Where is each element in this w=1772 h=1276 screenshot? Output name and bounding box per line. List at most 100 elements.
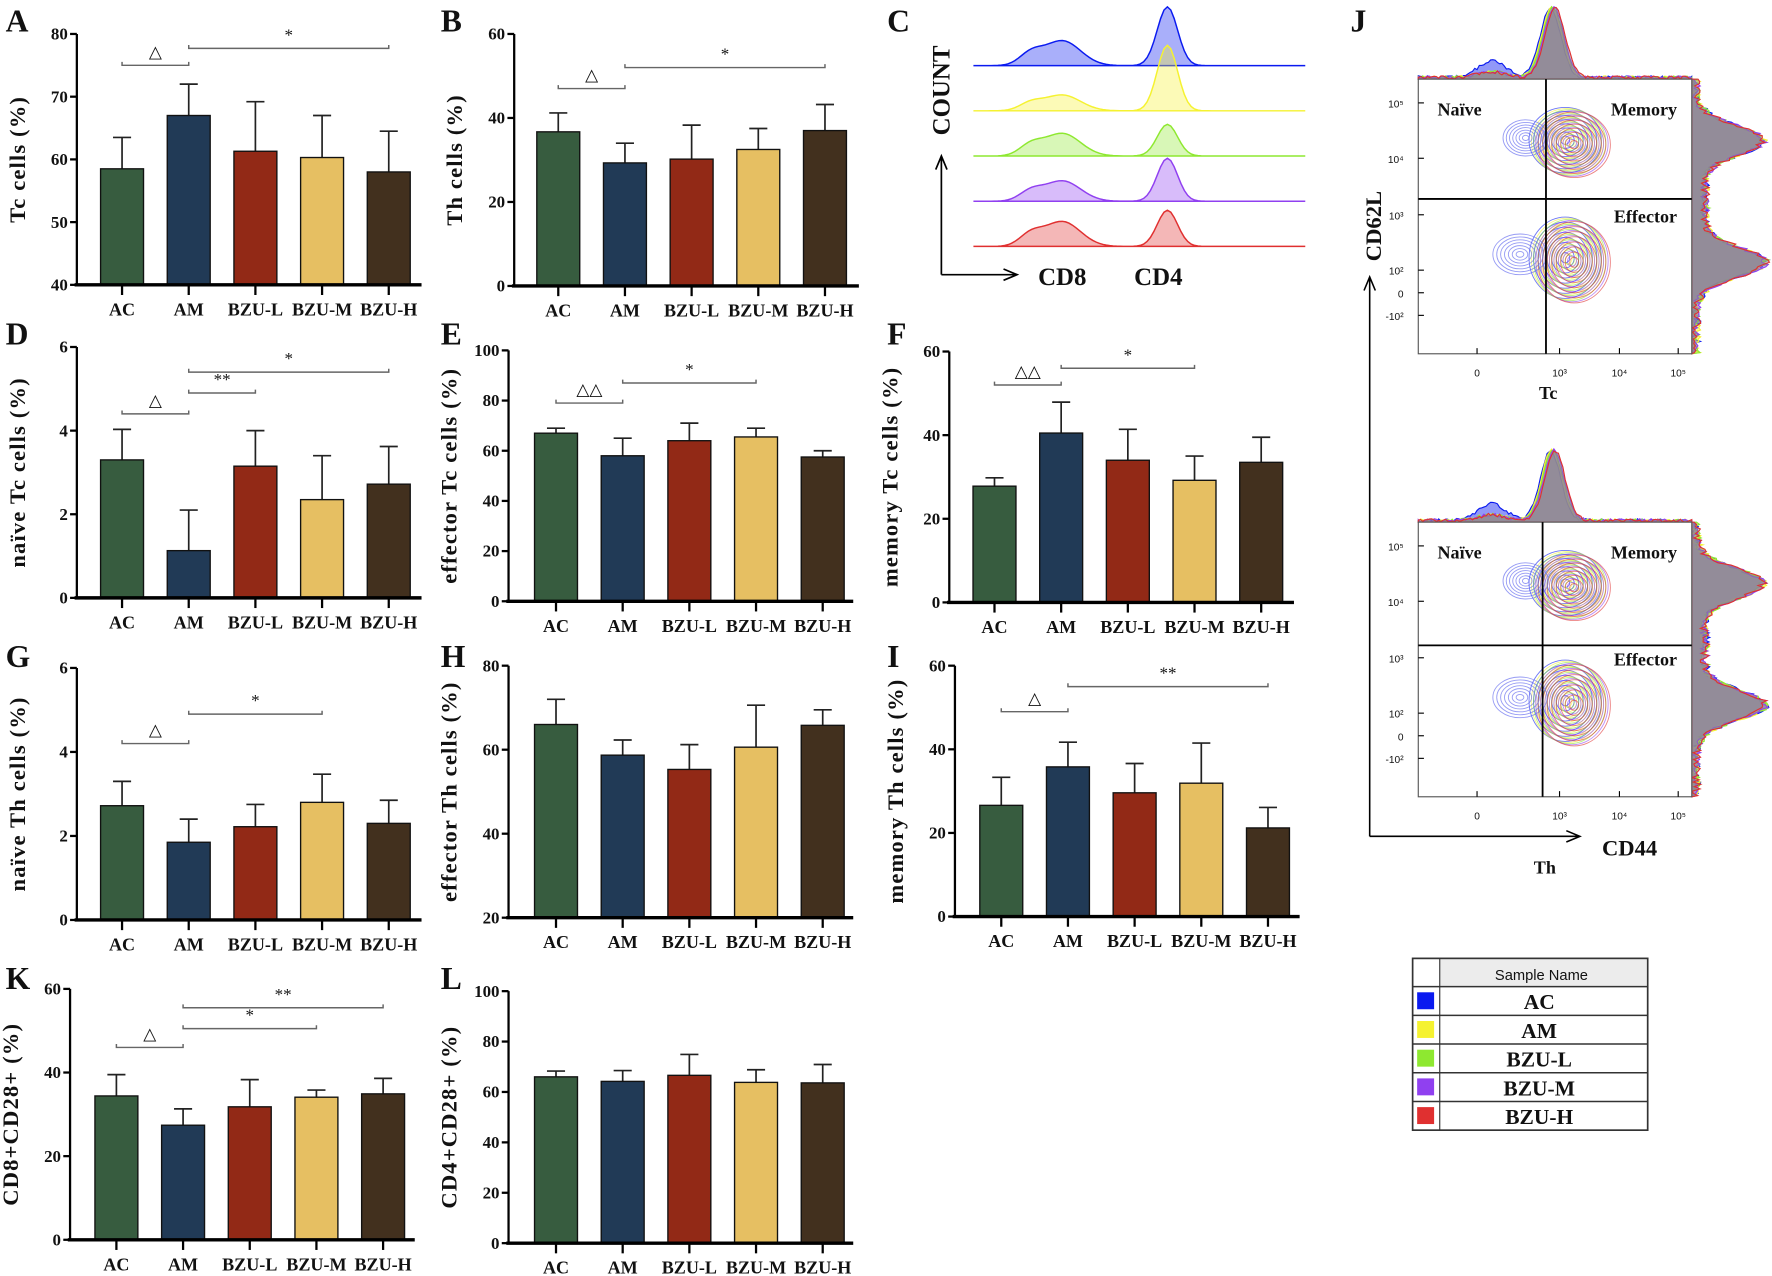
y-tick-label: 40: [44, 1063, 61, 1082]
x-tick-label: BZU-M: [292, 299, 352, 319]
y-tick-label: 80: [483, 391, 500, 410]
y-tick-label: 2: [59, 505, 67, 524]
bar-BZU-H: [367, 484, 410, 598]
panel-L: L020406080100CD4+CD28+ (%)AC AM BZU-L BZU-M…: [437, 961, 854, 1276]
y-tick-label: 10³: [1389, 654, 1404, 665]
significance-label: *: [685, 360, 693, 379]
x-tick-label: AM: [174, 934, 204, 954]
panel-letter: H: [441, 639, 466, 674]
panel-J: JNaïve MemoryEffector10⁵10⁴10³10²0-10²0 10…: [1350, 4, 1769, 878]
x-tick-label: BZU-L: [664, 300, 719, 320]
x-tick-label: BZU-L: [228, 299, 283, 319]
bar-AM: [162, 1125, 205, 1240]
quadrant-memory: Memory: [1611, 542, 1677, 562]
quadrant-effector: Effector: [1614, 650, 1677, 670]
y-tick-label: 40: [483, 492, 500, 511]
histogram-BZU-M: [974, 158, 1305, 201]
significance-bracket: [625, 64, 825, 67]
bar-BZU-L: [234, 151, 277, 285]
panel-letter: D: [6, 317, 29, 352]
x-tick-label: AC: [109, 299, 135, 319]
x-tick-label: 10³: [1552, 368, 1567, 379]
x-tick-label: 10⁵: [1670, 368, 1686, 379]
bar-BZU-H: [801, 1083, 844, 1243]
panel-E: E020406080100effector Tc cells (%)AC AM BZ…: [437, 317, 854, 636]
histogram-BZU-H: [974, 210, 1305, 246]
significance-bracket: [1068, 683, 1268, 686]
y-axis-label: naïve Th cells (%): [5, 696, 30, 891]
bar-BZU-L: [668, 769, 711, 917]
y-tick-label: 100: [474, 982, 499, 1001]
bar-BZU-H: [801, 457, 844, 601]
y-tick-label: 2: [59, 827, 67, 846]
y-tick-label: 4: [59, 421, 68, 440]
y-tick-label: 10²: [1389, 267, 1404, 278]
x-label-cd8: CD8: [1038, 264, 1086, 291]
legend-label: BZU-M: [1503, 1076, 1575, 1100]
x-tick-label: BZU-M: [728, 300, 788, 320]
y-tick-label: 0: [59, 911, 67, 930]
panel-G: G 0 2 4 6 naïve Th cells (%) AC AM BZU-L BZU-M BZU…: [5, 639, 422, 955]
bar-AC: [535, 1077, 578, 1243]
bar-AC: [980, 805, 1023, 916]
y-tick-label: 10⁵: [1388, 99, 1404, 110]
significance-label: △: [149, 721, 162, 740]
significance-label: *: [1124, 345, 1132, 364]
y-tick-label: 20: [923, 509, 940, 528]
y-tick-label: 0: [1398, 289, 1404, 300]
y-tick-label: 80: [483, 656, 500, 675]
x-tick-label: BZU-H: [794, 616, 851, 636]
y-tick-label: 40: [929, 740, 946, 759]
right-histogram: [1692, 522, 1767, 797]
x-tick-label: BZU-L: [228, 612, 283, 632]
y-tick-label: 6: [59, 659, 67, 678]
top-histogram: [1418, 7, 1691, 79]
x-tick-label: BZU-L: [662, 616, 717, 636]
x-tick-label: 0: [1474, 368, 1480, 379]
y-tick-label: 10⁵: [1388, 542, 1404, 553]
bar-BZU-H: [804, 131, 847, 286]
x-tick-label: BZU-H: [796, 300, 853, 320]
bar-AM: [601, 1081, 644, 1243]
bar-BZU-H: [362, 1094, 405, 1240]
significance-bracket: [189, 711, 322, 714]
x-tick-label: AC: [109, 934, 135, 954]
x-tick-label: BZU-M: [1164, 617, 1224, 637]
x-tick-label: BZU-H: [794, 1258, 851, 1276]
legend-title: Sample Name: [1495, 968, 1588, 984]
panel-letter: L: [441, 961, 462, 996]
bar-AC: [101, 806, 144, 920]
x-tick-label: BZU-M: [726, 616, 786, 636]
y-tick-label: 60: [483, 441, 500, 460]
bar-AM: [167, 842, 210, 920]
x-tick-label: BZU-L: [228, 934, 283, 954]
x-tick-label: AM: [1046, 617, 1076, 637]
significance-bracket: [623, 380, 756, 383]
x-label-cd4: CD4: [1134, 264, 1182, 291]
panel-F: F 0 20 40 60 memory Tc cells (%) AC AM BZU-L BZU-…: [877, 317, 1294, 637]
x-tick-label: BZU-H: [360, 934, 417, 954]
x-tick-label: AC: [109, 612, 135, 632]
y-tick-label: 60: [488, 25, 505, 44]
quadrant-naive: Naïve: [1437, 99, 1481, 119]
bar-BZU-L: [234, 827, 277, 920]
x-tick-label: AC: [543, 616, 569, 636]
significance-bracket: [122, 740, 189, 743]
bar-AC: [537, 132, 580, 286]
x-tick-label: AC: [988, 931, 1014, 951]
significance-bracket: [1001, 708, 1068, 711]
y-tick-label: 60: [44, 980, 61, 999]
y-tick-label: 6: [59, 338, 67, 357]
bar-BZU-M: [737, 149, 780, 286]
y-axis-label: COUNT: [928, 45, 955, 135]
quadrant-memory: Memory: [1611, 99, 1677, 119]
y-axis-label: CD8+CD28+ (%): [0, 1023, 23, 1206]
significance-label: △: [149, 391, 162, 410]
panel-letter: C: [887, 4, 910, 39]
bar-BZU-M: [1173, 480, 1216, 602]
bar-BZU-L: [668, 1075, 711, 1243]
legend-label: BZU-L: [1506, 1048, 1572, 1072]
panel-letter: B: [441, 4, 462, 39]
x-tick-label: AM: [608, 616, 638, 636]
panel-C: C COUNT CD8 CD4: [887, 4, 1305, 291]
